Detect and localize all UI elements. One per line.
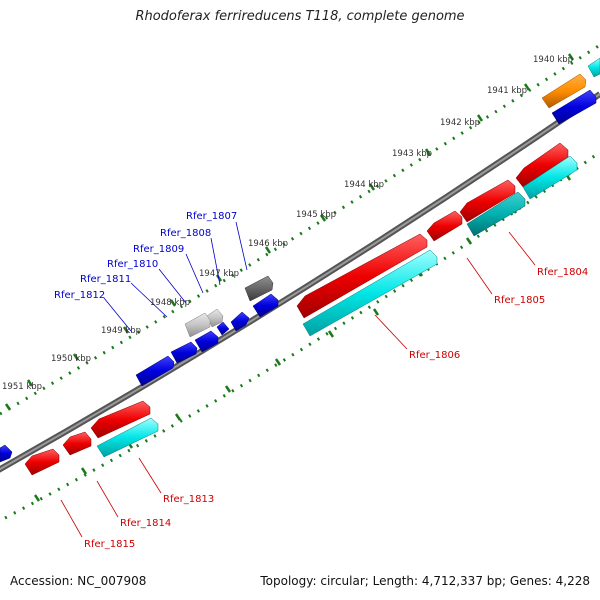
gene-rfer-1813[interactable]: [90, 400, 151, 439]
gene-rfer-1807[interactable]: [244, 275, 274, 302]
gene-label-rfer-1814: Rfer_1814: [120, 518, 171, 529]
gene-rfer-1815[interactable]: [24, 448, 60, 476]
kbp-label: 1949 kbp: [101, 326, 141, 336]
inner-major-ticks: [33, 173, 572, 502]
gene-rfer-1814[interactable]: [62, 431, 92, 456]
gene-rfer-1806[interactable]: [296, 233, 428, 319]
gene-blue-1949[interactable]: [170, 341, 198, 364]
kbp-label: 1947 kbp: [199, 269, 239, 279]
gene-label-rfer-1807: Rfer_1807: [186, 211, 237, 222]
gene-label-rfer-1812: Rfer_1812: [54, 290, 105, 301]
kbp-label: 1940 kbp: [533, 55, 573, 65]
gene-label-rfer-1815: Rfer_1815: [84, 539, 135, 550]
gene-label-rfer-1808: Rfer_1808: [160, 228, 211, 239]
gene-blue-small-b[interactable]: [216, 321, 230, 336]
gene-rfer-1809[interactable]: [184, 312, 211, 338]
gene-blue-small-a[interactable]: [230, 311, 250, 332]
gene-label-rfer-1804: Rfer_1804: [537, 267, 588, 278]
map-title: Rhodoferax ferrireducens T118, complete …: [135, 9, 465, 24]
gene-rfer-1808[interactable]: [206, 308, 224, 328]
gene-blue-1950[interactable]: [135, 355, 175, 387]
gene-label-rfer-1805: Rfer_1805: [494, 295, 545, 306]
kbp-label: 1943 kbp: [392, 149, 432, 159]
gene-red-small[interactable]: [426, 210, 463, 242]
gene-label-rfer-1806: Rfer_1806: [409, 350, 460, 361]
kbp-label: 1946 kbp: [248, 239, 288, 249]
gene-label-rfer-1810: Rfer_1810: [107, 259, 158, 270]
top-gene-labels: Rfer_1807 Rfer_1808 Rfer_1809 Rfer_1810 …: [54, 211, 237, 301]
gene-orange[interactable]: [541, 73, 587, 109]
accession-text: Accession: NC_007908: [10, 574, 147, 588]
top-callout-lines: [103, 221, 248, 332]
kbp-label: 1944 kbp: [344, 180, 384, 190]
gene-label-rfer-1813: Rfer_1813: [163, 494, 214, 505]
gene-blue-1948[interactable]: [194, 330, 219, 353]
gene-rfer-1805[interactable]: [459, 179, 516, 223]
bottom-gene-labels: Rfer_1804 Rfer_1805 Rfer_1806 Rfer_1813 …: [84, 267, 588, 550]
gene-teal-1805[interactable]: [466, 191, 526, 237]
kbp-label: 1951 kbp: [2, 382, 42, 392]
kbp-label: 1948 kbp: [150, 298, 190, 308]
gene-blue-1946[interactable]: [252, 293, 279, 318]
reverse-strand-genes: [24, 142, 578, 476]
genome-backbone-highlight: [0, 93, 600, 471]
gene-label-rfer-1809: Rfer_1809: [133, 244, 184, 255]
gene-cyan-1804[interactable]: [522, 155, 578, 200]
gene-blue-edge[interactable]: [0, 444, 13, 463]
gene-cyan-1813[interactable]: [96, 417, 159, 458]
outer-major-ticks: [4, 53, 575, 411]
gene-cyan-1806[interactable]: [302, 249, 438, 337]
outer-scale-track: [0, 43, 600, 416]
kbp-labels: 1940 kbp 1941 kbp 1942 kbp 1943 kbp 1944…: [2, 55, 573, 392]
kbp-label: 1942 kbp: [440, 118, 480, 128]
gene-label-rfer-1811: Rfer_1811: [80, 274, 131, 285]
gene-blue-1940[interactable]: [551, 89, 597, 125]
forward-strand-genes: [0, 57, 600, 463]
gene-cyan-edge[interactable]: [587, 57, 600, 78]
kbp-label: 1950 kbp: [51, 354, 91, 364]
bottom-callout-lines: [60, 231, 536, 538]
kbp-label: 1941 kbp: [487, 86, 527, 96]
kbp-label: 1945 kbp: [296, 210, 336, 220]
genome-summary-text: Topology: circular; Length: 4,712,337 bp…: [260, 574, 590, 588]
